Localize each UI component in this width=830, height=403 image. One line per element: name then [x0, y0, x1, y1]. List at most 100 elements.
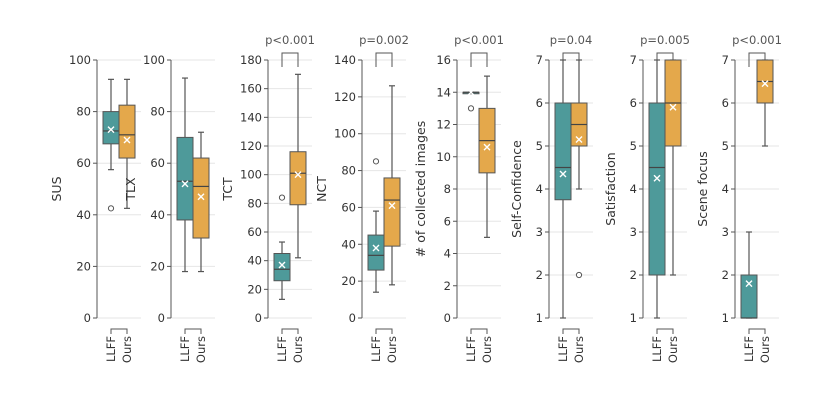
box-iqr	[273, 253, 291, 282]
y-tick-label: 60	[76, 156, 91, 170]
category-bracket	[184, 328, 202, 334]
mean-marker	[483, 143, 491, 151]
category-label-llff: LLFF	[650, 336, 664, 362]
mean-marker	[294, 171, 302, 179]
outlier-point	[372, 158, 380, 165]
category-label-llff: LLFF	[464, 336, 478, 362]
y-tick-label: 1	[722, 311, 729, 325]
mean-marker	[278, 261, 286, 269]
outlier-point	[278, 194, 286, 201]
category-label-llff: LLFF	[742, 336, 756, 362]
significance-bracket	[375, 52, 393, 67]
y-tick-label: 2	[722, 268, 729, 282]
y-tick-label: 6	[630, 96, 637, 110]
box-iqr	[383, 177, 401, 247]
box-iqr	[102, 111, 120, 145]
y-axis-label: Scene focus	[695, 151, 710, 226]
y-tick-label: 4	[630, 182, 637, 196]
category-bracket	[470, 328, 488, 334]
y-tick-label: 0	[349, 311, 356, 325]
category-label-ours: Ours	[194, 336, 208, 363]
y-tick-label: 2	[444, 279, 451, 293]
box-llff	[554, 59, 572, 319]
category-bracket	[281, 328, 299, 334]
y-tick-label: 2	[630, 268, 637, 282]
outlier-point	[467, 105, 475, 112]
category-label-llff: LLFF	[275, 336, 289, 362]
box-iqr	[118, 104, 136, 159]
y-tick-label: 40	[150, 208, 165, 222]
boxplot-panel-5: 1 2 3 4 5 6 7 Self-Confidence LLFF Ours p=0.04	[509, 33, 593, 363]
significance-bracket	[470, 52, 488, 67]
y-tick-label: 3	[630, 225, 637, 239]
y-tick-label: 60	[150, 156, 165, 170]
boxplot-panel-0: 0 20 40 60 80 100 SUS LLFF Ours	[49, 53, 141, 363]
y-tick-label: 4	[536, 182, 543, 196]
mean-marker	[559, 170, 567, 178]
mean-marker	[197, 193, 205, 201]
y-tick-label: 1	[630, 311, 637, 325]
y-tick-label: 120	[334, 90, 356, 104]
box-ours	[289, 73, 307, 259]
y-tick-label: 140	[334, 53, 356, 67]
y-axis-label: Self-Confidence	[509, 140, 524, 238]
y-tick-label: 160	[240, 82, 262, 96]
box-iqr	[740, 274, 758, 319]
mean-marker	[669, 103, 677, 111]
y-tick-label: 7	[630, 53, 637, 67]
p-value-label: p=0.005	[640, 33, 690, 47]
category-bracket	[562, 328, 580, 334]
mean-marker	[575, 136, 583, 144]
box-iqr	[648, 102, 666, 276]
y-tick-label: 16	[436, 53, 451, 67]
boxplot-panel-2: 0 20 40 60 80 100 120 140 160 180 TCT LLFF Ours p<0.0…	[220, 33, 315, 363]
y-tick-label: 80	[247, 196, 262, 210]
y-axis-label: # of collected images	[413, 121, 428, 257]
p-value-label: p<0.001	[454, 33, 504, 47]
y-axis-label: SUS	[49, 176, 64, 201]
y-axis-label: TLX	[123, 177, 138, 202]
box-ours	[756, 59, 774, 147]
category-label-ours: Ours	[291, 336, 305, 363]
mean-marker	[467, 88, 475, 96]
y-tick-label: 40	[76, 208, 91, 222]
boxplot-panel-3: 0 20 40 60 80 100 120 140 NCT LLFF Ours p=0.002	[314, 33, 409, 363]
y-tick-label: 4	[444, 247, 451, 261]
y-tick-label: 14	[436, 85, 451, 99]
category-label-llff: LLFF	[556, 336, 570, 362]
box-llff	[648, 59, 666, 319]
y-tick-label: 80	[150, 105, 165, 119]
y-tick-label: 3	[722, 225, 729, 239]
outlier-point	[575, 271, 583, 279]
y-tick-label: 7	[722, 53, 729, 67]
category-label-ours: Ours	[758, 336, 772, 363]
box-llff	[367, 158, 385, 293]
box-ours	[192, 131, 210, 273]
mean-marker	[123, 136, 131, 144]
mean-marker	[761, 80, 769, 88]
box-iqr	[192, 157, 210, 239]
y-tick-label: 80	[76, 105, 91, 119]
box-iqr	[289, 151, 307, 206]
y-axis-label: Satisfaction	[603, 152, 618, 225]
y-tick-label: 6	[444, 214, 451, 228]
box-llff	[176, 77, 194, 273]
box-iqr	[367, 234, 385, 271]
box-ours	[570, 59, 588, 279]
y-tick-label: 100	[69, 53, 91, 67]
y-tick-label: 5	[536, 139, 543, 153]
y-tick-label: 20	[150, 259, 165, 273]
y-tick-label: 1	[536, 311, 543, 325]
y-tick-label: 60	[341, 200, 356, 214]
mean-marker	[372, 244, 380, 252]
category-label-llff: LLFF	[178, 336, 192, 362]
y-tick-label: 100	[240, 168, 262, 182]
y-tick-label: 12	[436, 118, 451, 132]
y-tick-label: 120	[240, 139, 262, 153]
y-tick-label: 60	[247, 225, 262, 239]
p-value-label: p=0.04	[550, 33, 593, 47]
boxplot-panel-7: 1 2 3 4 5 6 7 Scene focus LLFF Ours p<0.001	[695, 33, 782, 363]
boxplot-panel-4: 0 2 4 6 8 10 12 14 16 # of collected images LLFF Ou…	[413, 33, 504, 363]
mean-marker	[107, 126, 115, 134]
category-label-ours: Ours	[120, 336, 134, 363]
